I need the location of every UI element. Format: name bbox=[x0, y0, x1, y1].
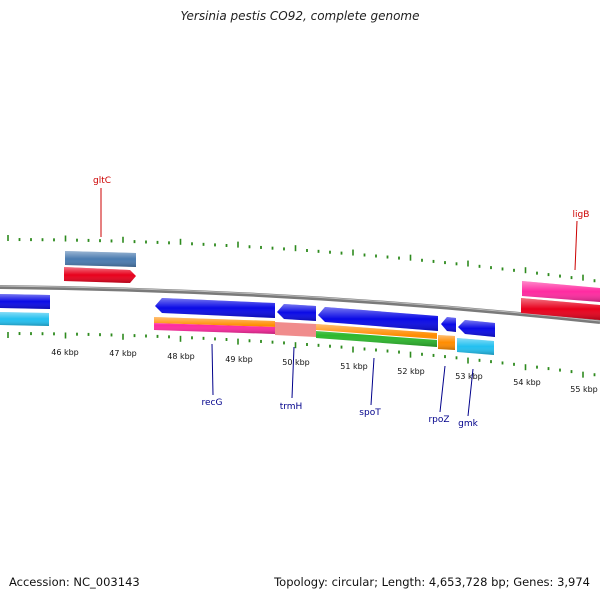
feature-gltC-blue[interactable] bbox=[65, 251, 136, 267]
cog-band-shading bbox=[154, 317, 494, 355]
genome-backbone bbox=[0, 285, 600, 324]
kbp-label-52: 52 kbp bbox=[397, 367, 425, 376]
kbp-label-48: 48 kbp bbox=[167, 352, 195, 361]
feature-left-cyan[interactable] bbox=[0, 312, 49, 326]
kbp-label-51: 51 kbp bbox=[340, 362, 368, 371]
gene-label-gltC[interactable]: gltC bbox=[93, 176, 111, 186]
kbp-label-47: 47 kbp bbox=[109, 349, 137, 358]
feature-recG-blue[interactable] bbox=[155, 298, 275, 318]
feature-trmH-blue[interactable] bbox=[277, 304, 316, 321]
kbp-label-46: 46 kbp bbox=[51, 348, 79, 357]
gene-label-spoT[interactable]: spoT bbox=[359, 408, 381, 418]
top-tick-row bbox=[7, 235, 596, 283]
kbp-label-55: 55 kbp bbox=[570, 385, 598, 394]
gene-label-gmk[interactable]: gmk bbox=[458, 419, 478, 429]
genome-backbone-highlight bbox=[0, 285, 600, 322]
feature-rpoZ-blue[interactable] bbox=[441, 317, 456, 332]
feature-spoT-blue[interactable] bbox=[318, 307, 438, 331]
feature-gmk-blue[interactable] bbox=[458, 320, 495, 337]
gene-label-ligB[interactable]: ligB bbox=[573, 210, 590, 220]
kbp-label-49: 49 kbp bbox=[225, 355, 253, 364]
feature-gltC-red[interactable] bbox=[64, 267, 136, 283]
gene-label-rpoZ[interactable]: rpoZ bbox=[428, 415, 449, 425]
genome-summary-text: Topology: circular; Length: 4,653,728 bp… bbox=[274, 575, 590, 589]
feature-ligB-pink[interactable] bbox=[522, 281, 600, 302]
kbp-label-54: 54 kbp bbox=[513, 378, 541, 387]
gene-label-recG[interactable]: recG bbox=[202, 398, 223, 408]
feature-trmH-cog[interactable] bbox=[275, 322, 316, 337]
accession-text: Accession: NC_003143 bbox=[9, 575, 140, 589]
gene-label-trmH[interactable]: trmH bbox=[280, 402, 303, 412]
kbp-label-53: 53 kbp bbox=[455, 372, 483, 381]
kbp-label-50: 50 kbp bbox=[282, 358, 310, 367]
feature-left-blue[interactable] bbox=[0, 294, 50, 309]
gene-leaders bbox=[100, 188, 578, 417]
bottom-tick-row bbox=[7, 332, 596, 378]
feature-ligB-red[interactable] bbox=[521, 298, 600, 320]
map-title: Yersinia pestis CO92, complete genome bbox=[180, 9, 420, 23]
